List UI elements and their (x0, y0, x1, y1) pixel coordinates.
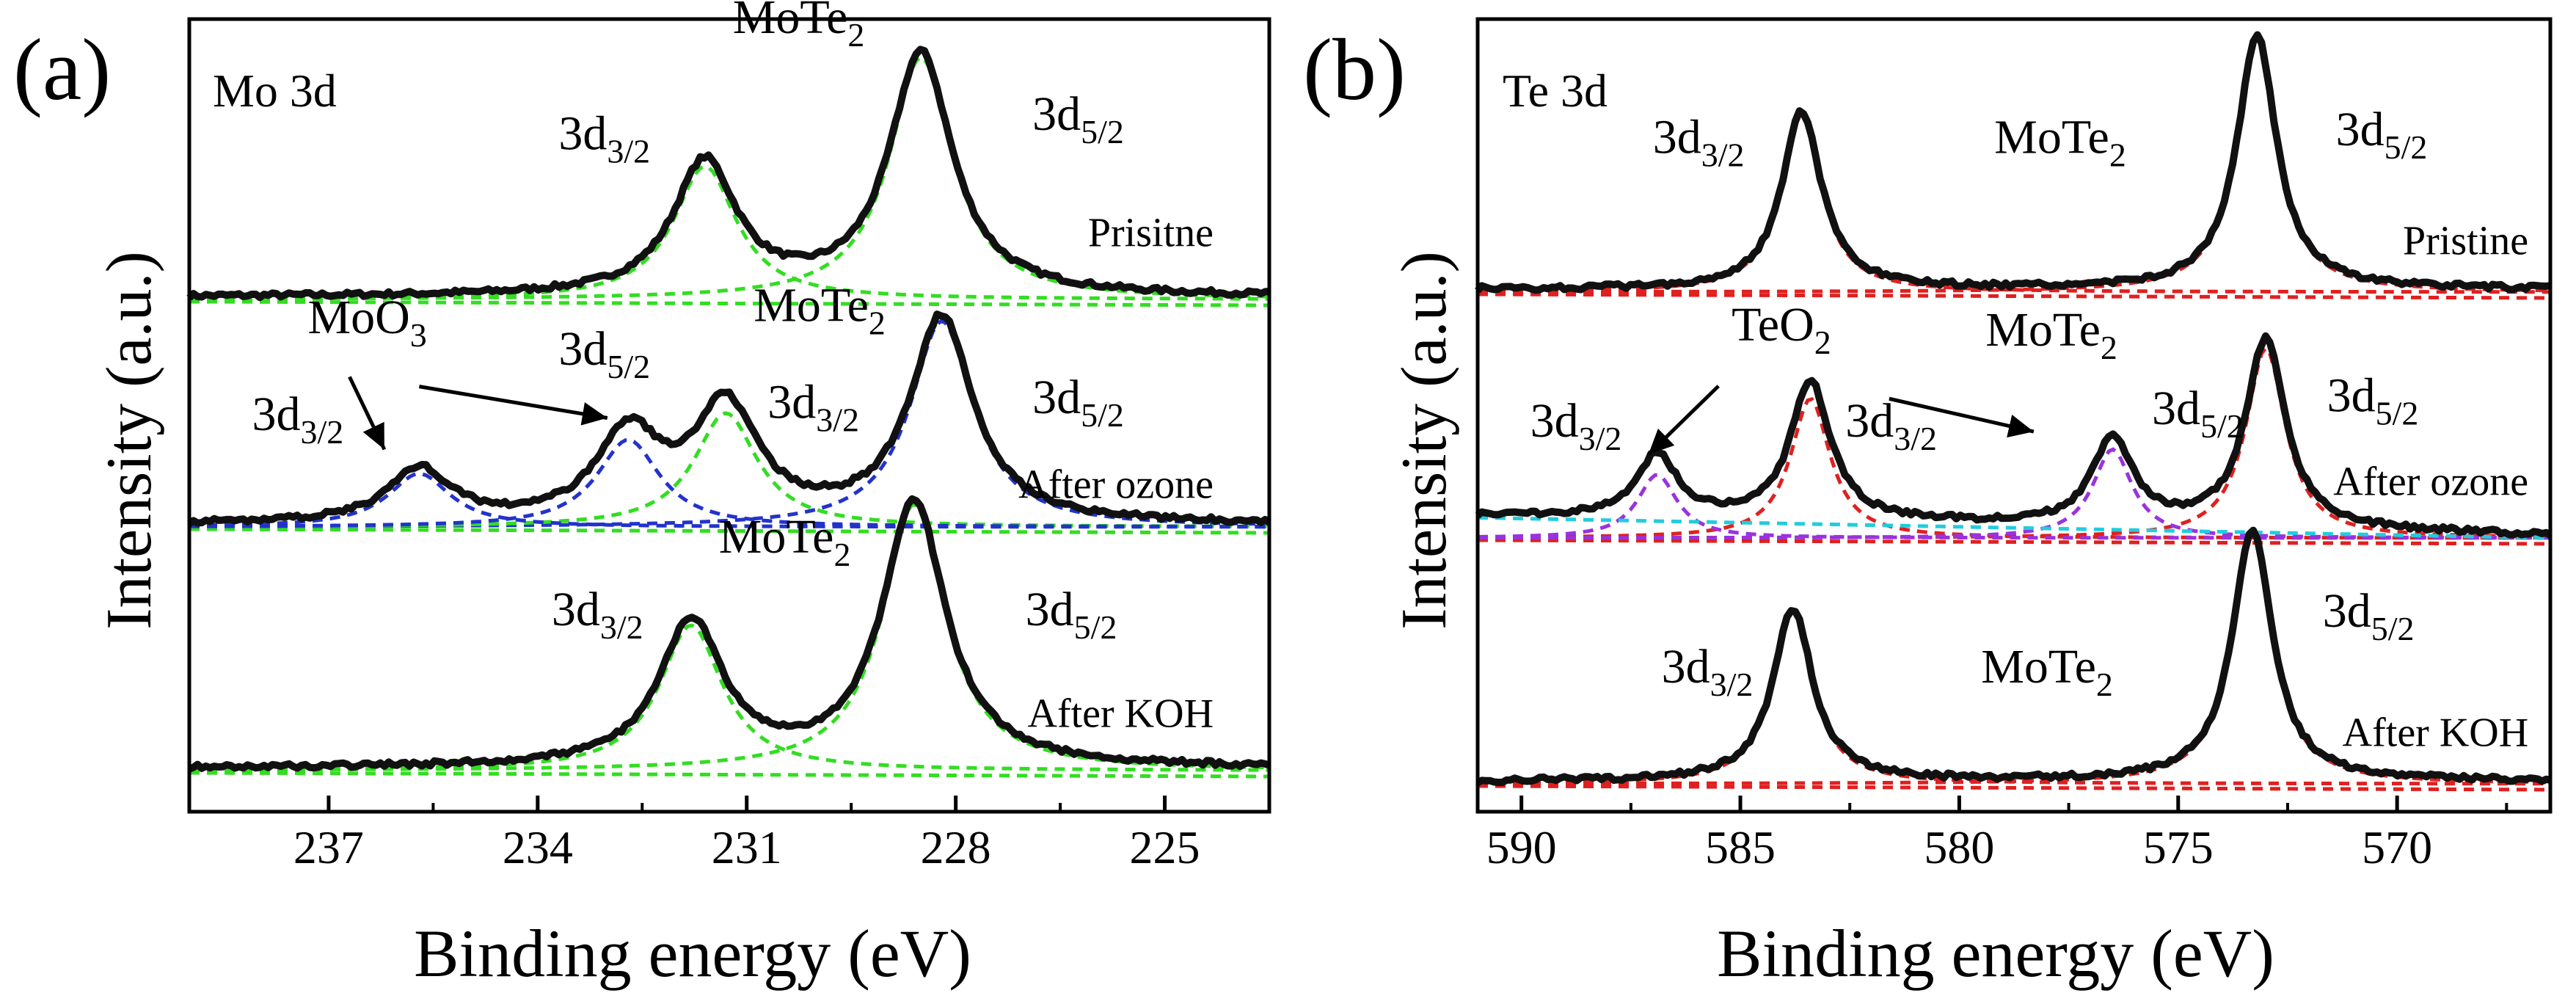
panel-b-component-curve (1477, 473, 2550, 540)
panel-b-plot-area: 590 585 580 575 570 3d3/2 MoTe2 3d5/2 Pristine Te… (1475, 31, 2553, 873)
panel-a-component-curve (189, 471, 1269, 529)
panel-a-x-tick-label: 231 (712, 821, 782, 873)
panel-b-x-tick-label: 570 (2362, 821, 2432, 873)
panel-b-peak-label: 3d5/2 (2336, 103, 2428, 166)
panel-a-x-tick-label: 225 (1130, 821, 1200, 873)
panel-b-peak-label: 3d3/2 (1530, 394, 1622, 457)
panel-b-peak-label: 3d3/2 (1845, 394, 1937, 457)
panel-a-component-curve (189, 55, 1270, 301)
panel-a-spectrum-data (187, 310, 1271, 527)
panel-a-peak-label: 3d5/2 (1032, 371, 1124, 434)
panel-a-peak-label: MoTe2 (719, 510, 851, 573)
panel-a-peak-label: MoTe2 (754, 279, 886, 342)
panel-b-arrow-head (1648, 428, 1675, 455)
panel-b-spectrum-data (1475, 332, 2553, 539)
panel-a-region-label: Mo 3d (213, 65, 337, 117)
panel-a-label: (a) (13, 21, 111, 118)
panel-a-peak-label: 3d3/2 (767, 376, 859, 439)
panel-b-component-curve (1478, 345, 2551, 540)
panel-a-xlabel: Binding energy (eV) (414, 916, 971, 991)
panel-b-frame (1475, 17, 2553, 814)
panel-a-annotation-arrow (418, 385, 608, 420)
panel-b-peak-label: TeO2 (1732, 298, 1831, 361)
panel-b-xlabel: Binding energy (eV) (1717, 916, 2274, 991)
panel-b-label: (b) (1303, 21, 1406, 118)
panel-b-sample-label: Pristine (2403, 218, 2528, 263)
panel-a-spectrum-data (188, 495, 1271, 773)
panel-b-x-tick-label: 585 (1705, 821, 1776, 873)
panel-b-cyan-background (1477, 515, 2551, 540)
panel-a-x-tick-label: 228 (921, 821, 991, 873)
panel-a-arrow-head (580, 402, 607, 426)
panel-b-sample-label: After KOH (2343, 710, 2528, 755)
panel-b-x-tick-label: 580 (1924, 821, 1994, 873)
panel-a-background-line (189, 771, 1270, 779)
panel-b-spectrum-data (1475, 526, 2552, 786)
panel-a-peak-label: 3d5/2 (1032, 87, 1124, 150)
panel-b-region-label: Te 3d (1503, 65, 1608, 117)
panel-a-peak-label: 3d3/2 (252, 388, 343, 451)
panel-a-ylabel: Intensity (a.u.) (94, 251, 165, 630)
panel-a-peak-label: 3d5/2 (1026, 583, 1117, 646)
panel-b-peak-label: MoTe2 (1994, 110, 2126, 173)
panel-b-peak-label: 3d5/2 (2323, 584, 2415, 647)
panel-b-peak-label: 3d5/2 (2152, 382, 2244, 445)
panel-a-sample-label: Prisitne (1088, 210, 1214, 255)
panel-b-peak-label: MoTe2 (1985, 303, 2117, 366)
panel-a-sample-label: After KOH (1028, 691, 1214, 737)
panel-a-component-curve (189, 437, 1269, 529)
panel-a-peak-label: 3d3/2 (558, 106, 650, 170)
panel-a-peak-label: MoTe2 (733, 0, 865, 54)
panel-a-frame (187, 17, 1271, 814)
panel-a: (a) Mo 3d Intensity (a.u.) Binding energ… (13, 0, 1271, 991)
panel-a-plot-area: 237 234 231 228 225 MoTe2 3d3/2 3d5/2 Prisitne Mo… (186, 0, 1271, 873)
panel-b-peak-label: MoTe2 (1981, 640, 2113, 703)
panel-b-component-curve (1477, 114, 2551, 294)
panel-b-arrow-head (2007, 414, 2034, 438)
panel-a-background-line (189, 527, 1270, 535)
panel-a-x-tick-label: 234 (503, 821, 573, 873)
panel-a-background-line (189, 299, 1270, 308)
panel-b-background-line (1477, 538, 2551, 546)
panel-b-ylabel: Intensity (a.u.) (1389, 251, 1460, 630)
panel-b-peak-label: 3d5/2 (2327, 369, 2419, 432)
panel-a-sample-label: After ozone (1018, 462, 1214, 507)
panel-b-x-tick-label: 590 (1486, 821, 1557, 873)
panel-a-x-tick-label: 237 (293, 821, 364, 873)
panel-b-background-line (1477, 292, 2551, 300)
panel-b-spectrum-data (1475, 31, 2551, 294)
panel-a-component-curve (189, 623, 1269, 772)
panel-b-peak-label: 3d3/2 (1662, 640, 1754, 703)
panel-b-sample-label: After ozone (2333, 459, 2528, 504)
panel-a-spectrum-data (186, 46, 1270, 302)
panel-a-peak-label: 3d3/2 (552, 583, 643, 646)
panel-a-peak-label: 3d5/2 (558, 322, 650, 385)
panel-b-background-line (1477, 784, 2551, 792)
panel-a-peak-label: MoO3 (307, 291, 426, 354)
panel-b-peak-label: 3d3/2 (1653, 110, 1745, 173)
panel-b: (b) Te 3d Intensity (a.u.) Binding energ… (1303, 17, 2553, 991)
panel-a-arrow-head (362, 421, 384, 450)
panel-b-x-tick-label: 575 (2143, 821, 2214, 873)
